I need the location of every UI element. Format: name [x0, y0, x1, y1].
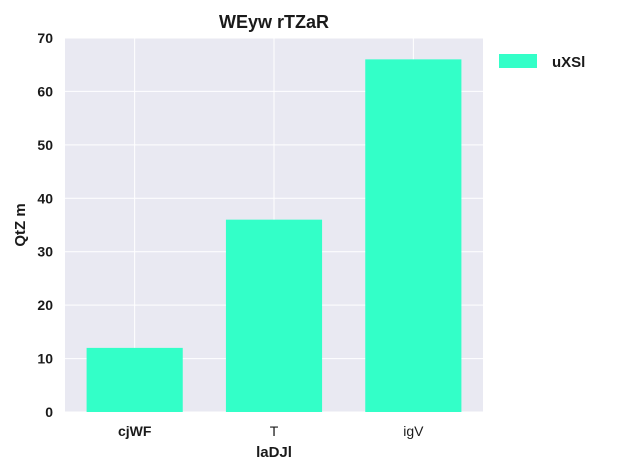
y-tick-label: 60 — [37, 83, 53, 99]
y-axis-label: QtZ m — [12, 203, 29, 246]
y-tick-label: 20 — [37, 297, 53, 313]
chart-title: WEyw rTZaR — [219, 12, 329, 32]
x-tick-label: T — [270, 423, 279, 439]
y-tick-label: 40 — [37, 190, 53, 206]
bar-cjWF — [87, 348, 183, 412]
y-tick-label: 30 — [37, 244, 53, 260]
bar-T — [226, 220, 322, 412]
legend: uXSl — [499, 54, 585, 71]
x-tick-label: igV — [403, 423, 424, 439]
x-axis-label: laDJl — [256, 444, 292, 461]
y-tick-labels: 0 10 20 30 40 50 60 70 — [37, 30, 53, 420]
y-tick-label: 70 — [37, 30, 53, 46]
y-tick-label: 50 — [37, 137, 53, 153]
legend-swatch — [499, 54, 537, 68]
x-tick-label: cjWF — [118, 423, 152, 439]
y-tick-label: 0 — [45, 404, 53, 420]
bar-igV — [365, 59, 461, 412]
y-tick-label: 10 — [37, 351, 53, 367]
legend-label: uXSl — [552, 54, 585, 71]
